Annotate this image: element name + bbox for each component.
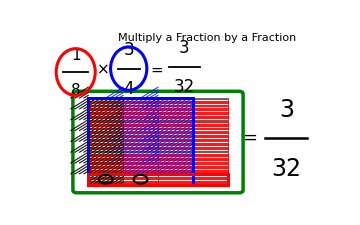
Bar	[158, 141, 193, 152]
Bar	[158, 174, 193, 185]
Bar	[123, 120, 158, 130]
FancyBboxPatch shape	[73, 91, 243, 193]
Bar	[123, 130, 158, 141]
Bar	[158, 130, 193, 141]
Text: 1: 1	[71, 47, 81, 63]
Text: 3: 3	[179, 39, 190, 57]
Text: Multiply a Fraction by a Fraction: Multiply a Fraction by a Fraction	[118, 33, 296, 43]
Bar	[193, 98, 228, 109]
Text: 8: 8	[71, 83, 81, 98]
Bar	[88, 98, 123, 109]
Bar	[88, 163, 123, 174]
Bar	[123, 174, 158, 185]
Bar	[88, 109, 123, 120]
Bar	[158, 120, 193, 130]
Text: =: =	[243, 129, 257, 147]
Bar	[88, 141, 123, 152]
Bar	[158, 152, 193, 163]
Bar	[88, 98, 193, 185]
Text: 32: 32	[174, 78, 195, 96]
Text: 4: 4	[123, 80, 134, 98]
Bar	[193, 130, 228, 141]
Bar	[88, 174, 123, 185]
Bar	[193, 163, 228, 174]
Bar	[123, 163, 158, 174]
Bar	[193, 152, 228, 163]
Bar	[123, 152, 158, 163]
Text: ×: ×	[97, 63, 110, 78]
Bar	[193, 120, 228, 130]
Bar	[158, 98, 193, 109]
Bar	[193, 174, 228, 185]
Text: 3: 3	[279, 98, 294, 122]
Bar	[88, 130, 123, 141]
Text: 32: 32	[271, 157, 301, 181]
Bar	[123, 98, 158, 109]
Bar	[123, 109, 158, 120]
Text: 3: 3	[123, 41, 134, 59]
Bar	[88, 174, 228, 185]
Text: =: =	[150, 63, 163, 78]
Bar	[88, 120, 123, 130]
Bar	[88, 152, 123, 163]
Bar	[193, 141, 228, 152]
Bar	[193, 109, 228, 120]
Bar	[123, 141, 158, 152]
Bar	[158, 163, 193, 174]
Bar	[158, 109, 193, 120]
